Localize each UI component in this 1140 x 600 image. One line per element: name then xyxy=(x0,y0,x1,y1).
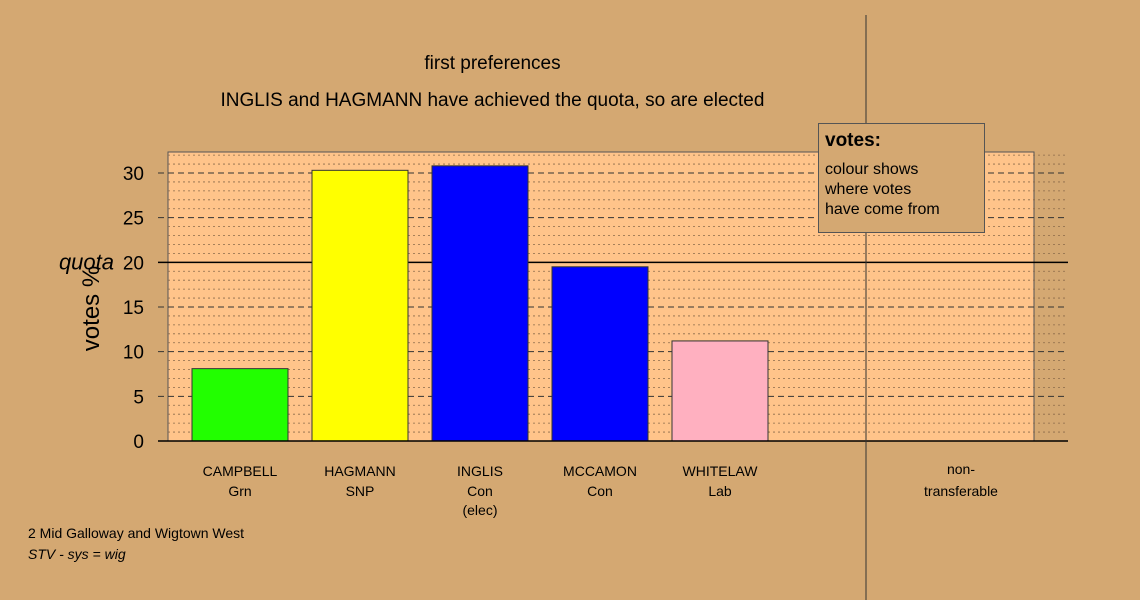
footer-ward: 2 Mid Galloway and Wigtown West xyxy=(28,525,245,541)
bar-campbell xyxy=(191,368,289,442)
bar-mccamon xyxy=(551,266,649,442)
bar-inglis xyxy=(431,165,529,442)
x-label-name: INGLIS xyxy=(457,463,503,479)
nontransferable-label-2: transferable xyxy=(924,483,998,499)
legend-line-3: have come from xyxy=(825,201,940,218)
chart-subtitle: INGLIS and HAGMANN have achieved the quo… xyxy=(220,90,765,111)
x-label-party: Con xyxy=(587,483,613,499)
x-label-name: MCCAMON xyxy=(563,463,637,479)
y-tick-label: 25 xyxy=(123,209,144,230)
x-label-party: Con xyxy=(467,483,493,499)
legend-line-2: where votes xyxy=(825,181,912,198)
x-label-name: WHITELAW xyxy=(683,463,759,479)
legend-line-1: colour shows xyxy=(825,161,919,178)
chart-title: first preferences xyxy=(424,53,561,74)
x-label-party: Lab xyxy=(708,483,732,499)
nontransferable-label-1: non- xyxy=(947,461,975,477)
y-tick-label: 0 xyxy=(133,432,144,453)
x-label-party: Grn xyxy=(228,483,251,499)
y-tick-label: 10 xyxy=(123,343,144,364)
quota-label: quota xyxy=(59,249,114,274)
y-tick-label: 15 xyxy=(123,298,144,319)
legend-title: votes: xyxy=(825,130,881,151)
y-tick-label: 5 xyxy=(133,387,144,408)
bar-whitelaw xyxy=(671,340,769,442)
y-tick-label: 20 xyxy=(123,253,144,274)
footer-system: STV - sys = wig xyxy=(28,546,126,562)
y-axis-label: votes % xyxy=(78,266,105,351)
x-label-party: SNP xyxy=(346,483,375,499)
x-label-name: HAGMANN xyxy=(324,463,396,479)
x-label-extra: (elec) xyxy=(462,502,497,518)
x-label-name: CAMPBELL xyxy=(203,463,278,479)
legend-box: votes: colour shows where votes have com… xyxy=(818,123,985,233)
bar-hagmann xyxy=(311,169,409,442)
y-tick-label: 30 xyxy=(123,164,144,185)
